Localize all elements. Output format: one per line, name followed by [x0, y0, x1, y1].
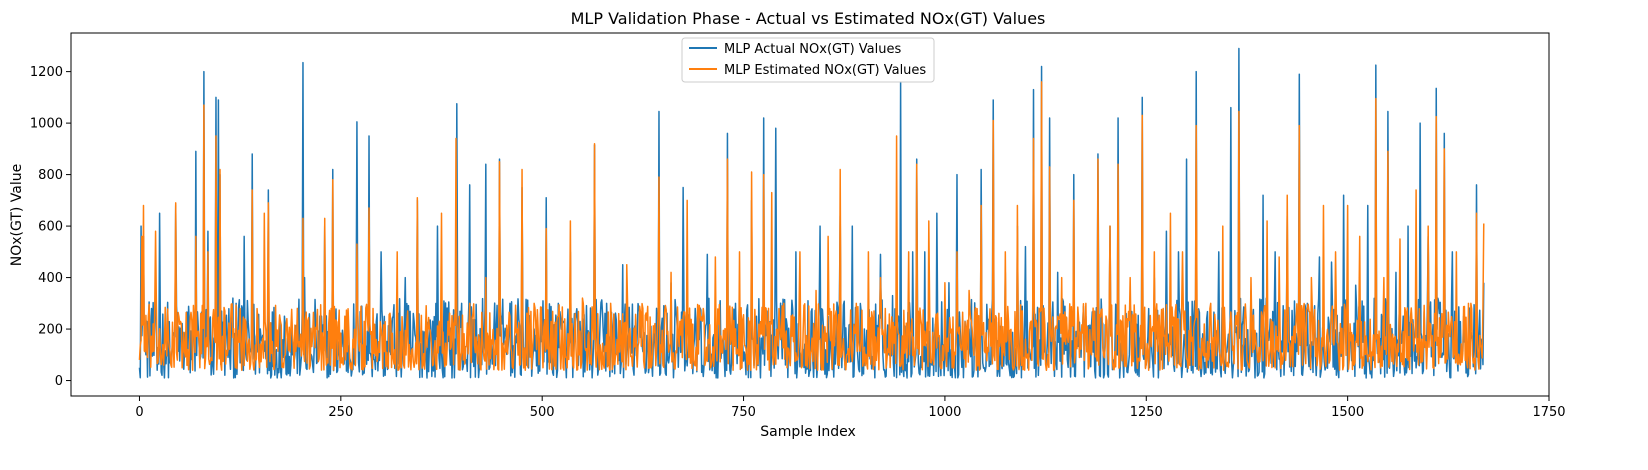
y-axis: 0 200 400 600 800 1000 1200 — [30, 65, 71, 389]
series-line-estimated — [138, 81, 1485, 372]
x-tick-label: 500 — [530, 405, 555, 420]
y-axis-label: NOx(GT) Value — [9, 164, 25, 267]
chart-title: MLP Validation Phase - Actual vs Estimat… — [571, 9, 1046, 28]
legend: MLP Actual NOx(GT) Values MLP Estimated … — [681, 37, 935, 83]
x-tick-label: 1250 — [1130, 405, 1163, 420]
y-tick-label: 1000 — [30, 117, 63, 132]
series-line-actual — [138, 47, 1485, 379]
x-tick-label: 1500 — [1331, 405, 1364, 420]
legend-frame — [681, 37, 935, 83]
plot-area — [70, 32, 1550, 397]
y-tick-label: 800 — [38, 168, 63, 183]
series-layer — [138, 47, 1485, 379]
plot-frame — [70, 32, 1550, 397]
x-tick-label: 0 — [135, 405, 143, 420]
x-tick-label: 750 — [731, 405, 756, 420]
x-axis-label: Sample Index — [760, 424, 855, 440]
y-tick-label: 600 — [38, 220, 63, 235]
y-tick-label: 200 — [38, 323, 63, 338]
legend-label-estimated: MLP Estimated NOx(GT) Values — [724, 63, 926, 78]
y-tick-label: 1200 — [30, 65, 63, 80]
y-tick-label: 400 — [38, 271, 63, 286]
y-tick-label: 0 — [55, 374, 63, 389]
x-tick-label: 250 — [328, 405, 353, 420]
x-axis: 0 250 500 750 1000 1250 1500 1750 — [135, 396, 1566, 420]
x-tick-label: 1750 — [1532, 405, 1565, 420]
legend-label-actual: MLP Actual NOx(GT) Values — [724, 42, 901, 57]
x-tick-label: 1000 — [928, 405, 961, 420]
